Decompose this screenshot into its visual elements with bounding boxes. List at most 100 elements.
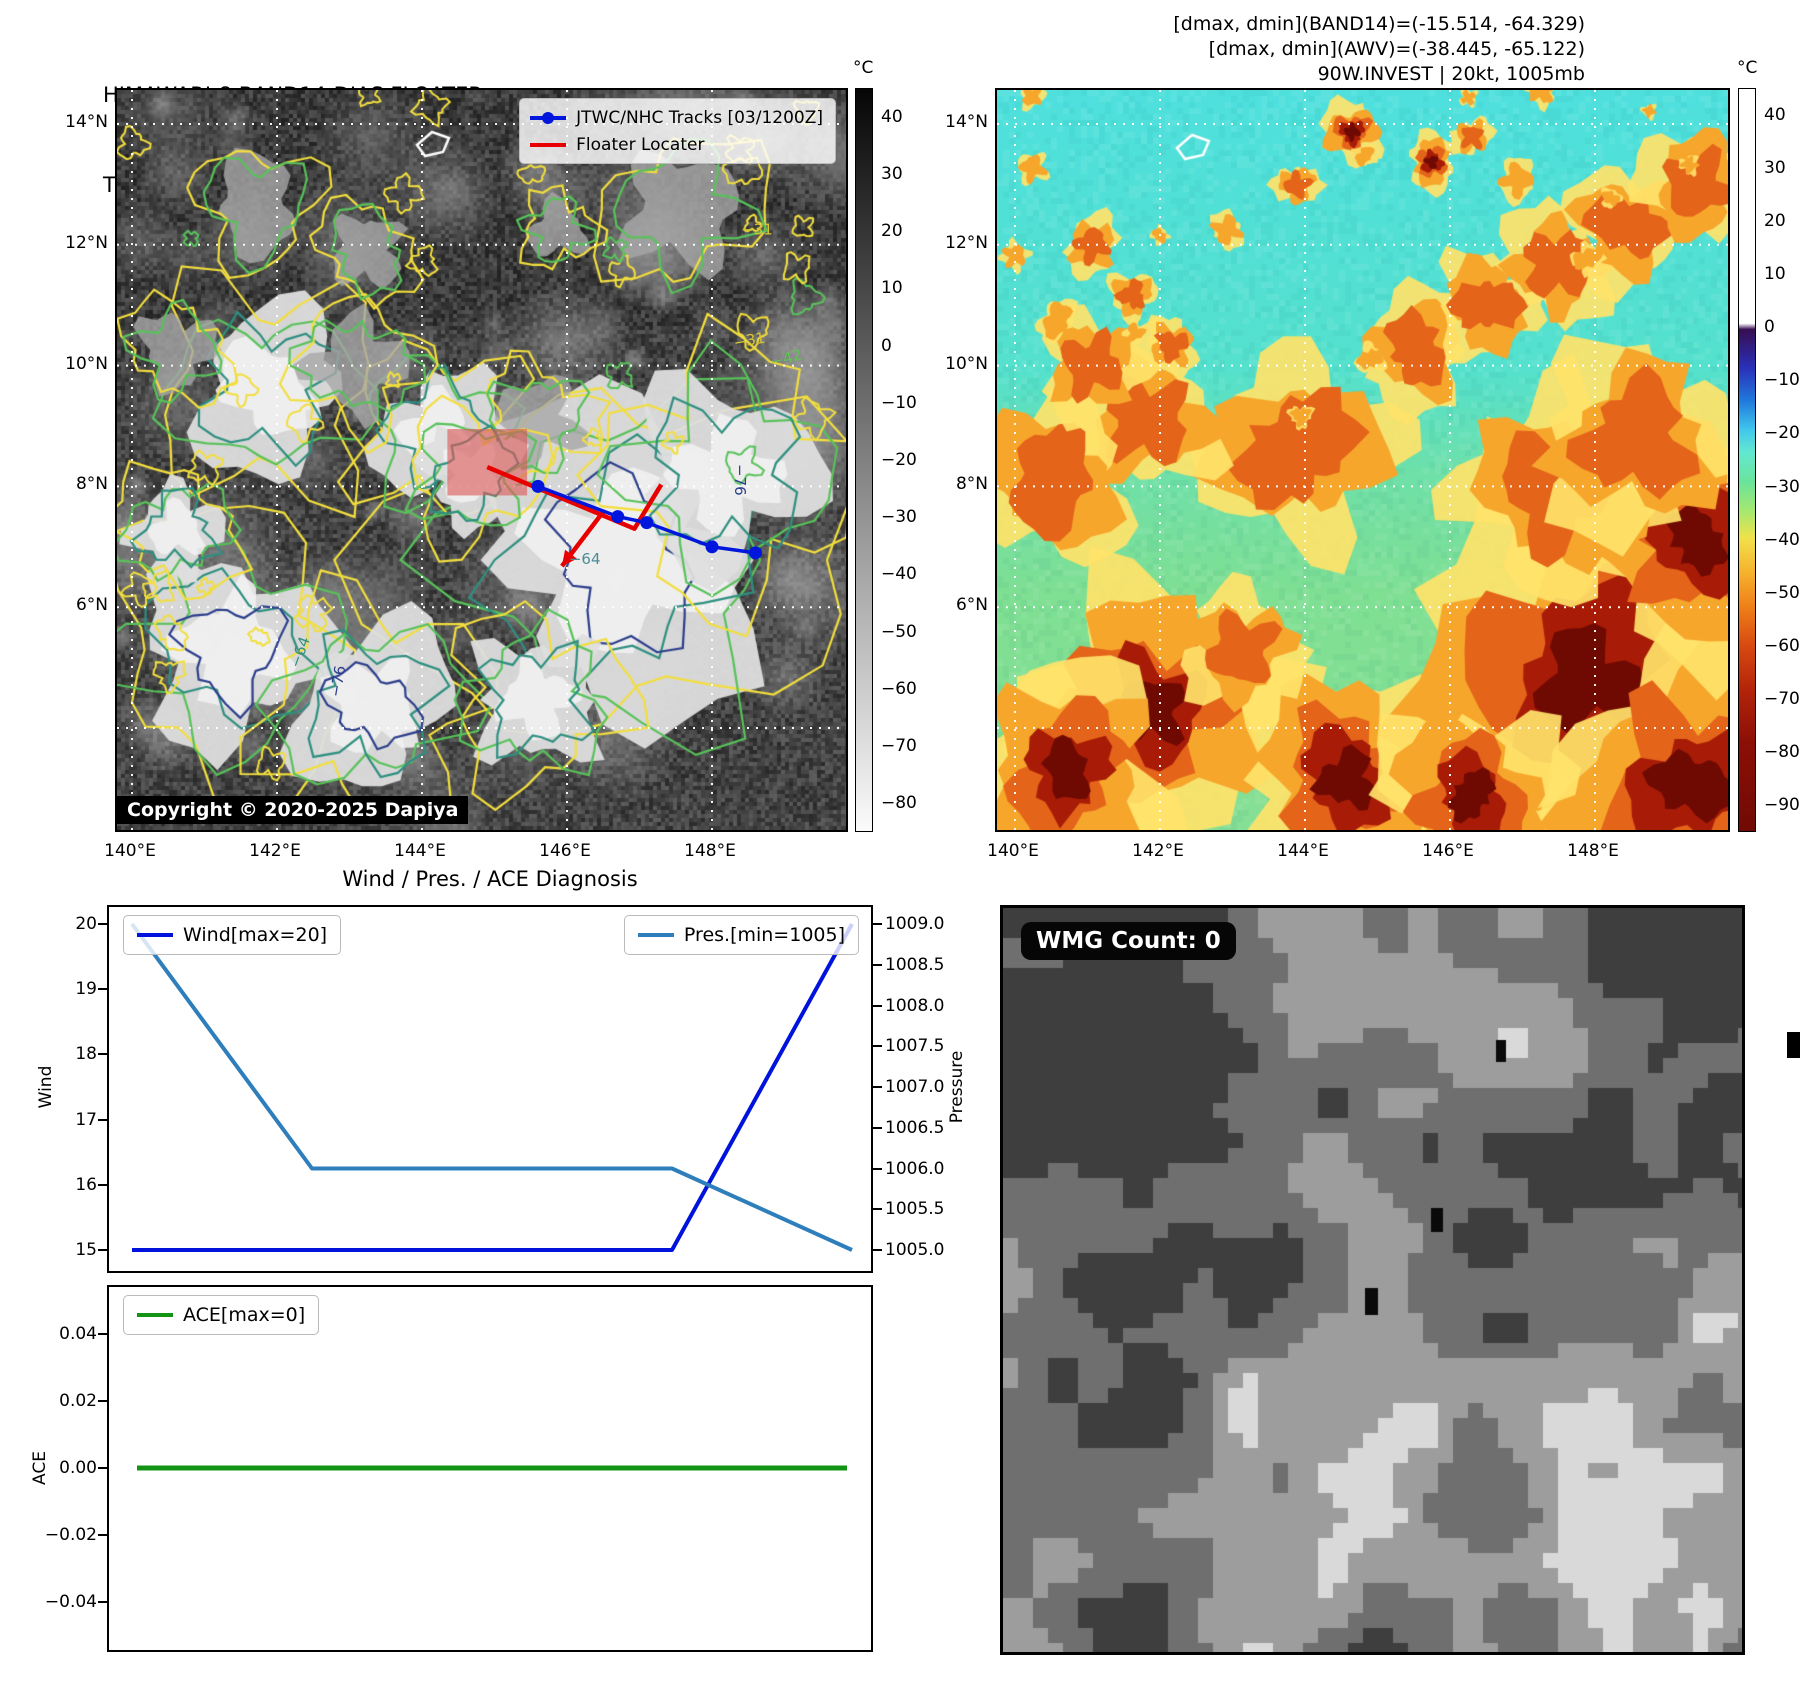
awv-colorbar-tick: −10 bbox=[1764, 370, 1800, 391]
awv-info-awv: [dmax, dmin](AWV)=(-38.445, -65.122) bbox=[1208, 38, 1585, 60]
svg-text:−76: −76 bbox=[326, 664, 349, 698]
pressure-tick-mark bbox=[873, 1004, 882, 1007]
band14-colorbar-tick: −20 bbox=[881, 450, 917, 470]
ace-tick-mark bbox=[98, 1534, 107, 1536]
lat-tick-label: 6°N bbox=[75, 595, 108, 616]
artifact-mark bbox=[1787, 1032, 1800, 1058]
band14-colorbar-tick: −80 bbox=[881, 793, 917, 814]
pressure-tick-label: 1007.0 bbox=[885, 1077, 945, 1097]
awv-colorbar-tick: −40 bbox=[1764, 529, 1800, 550]
band14-colorbar-tick: −30 bbox=[881, 507, 917, 528]
lon-tick-label: 142°E bbox=[1132, 841, 1184, 861]
awv-info-invest: 90W.INVEST | 20kt, 1005mb bbox=[1317, 63, 1585, 85]
legend-floater-label: Floater Locater bbox=[576, 134, 705, 155]
wind-tick-label: 17 bbox=[75, 1109, 97, 1130]
wind-legend-label: Wind[max=20] bbox=[183, 924, 328, 946]
awv-colorbar-tick: −60 bbox=[1764, 636, 1800, 656]
awv-colorbar-tick: 10 bbox=[1764, 264, 1786, 284]
awv-colorbar bbox=[1738, 88, 1756, 832]
lon-tick-label: 140°E bbox=[104, 841, 156, 861]
band14-colorbar-unit: °C bbox=[853, 58, 874, 78]
lon-tick-label: 144°E bbox=[394, 841, 446, 861]
ace-tick-mark bbox=[98, 1467, 107, 1469]
svg-text:−76: −76 bbox=[731, 464, 749, 496]
wind-tick-mark bbox=[98, 923, 107, 925]
band14-legend: JTWC/NHC Tracks [03/1200Z] Floater Locat… bbox=[519, 98, 836, 164]
wind-tick-label: 15 bbox=[75, 1240, 97, 1260]
awv-color-image bbox=[997, 90, 1728, 830]
wind-tick-label: 20 bbox=[75, 914, 97, 934]
ace-line-icon bbox=[137, 1313, 173, 1317]
wind-tick-label: 16 bbox=[75, 1174, 97, 1195]
ace-tick-mark bbox=[98, 1400, 107, 1402]
band14-colorbar-tick: −60 bbox=[881, 678, 917, 699]
wind-tick-mark bbox=[98, 1249, 107, 1251]
ace-tick-label: 0.02 bbox=[59, 1391, 97, 1411]
lon-tick-label: 144°E bbox=[1277, 841, 1329, 861]
lon-tick-label: 146°E bbox=[539, 841, 591, 861]
pressure-tick-mark bbox=[873, 1249, 882, 1251]
lon-tick-label: 140°E bbox=[987, 841, 1039, 861]
pressure-tick-label: 1007.5 bbox=[885, 1036, 945, 1057]
band14-colorbar-tick: 10 bbox=[881, 278, 903, 299]
band14-map-panel: −31 −31 −42 −76 −64 −64 −76 JTWC/NHC Tracks [0… bbox=[115, 88, 848, 832]
band14-colorbar-tick: −70 bbox=[881, 736, 917, 757]
pressure-tick-mark bbox=[873, 1045, 882, 1048]
ace-axis-title: ACE bbox=[30, 1451, 50, 1485]
wmg-map-panel: WMG Count: 0 bbox=[1000, 905, 1745, 1655]
pressure-tick-mark bbox=[873, 1208, 882, 1211]
wind-legend: Wind[max=20] bbox=[123, 915, 342, 955]
band14-colorbar-tick: 40 bbox=[881, 106, 903, 127]
copyright-badge: Copyright © 2020-2025 Dapiya bbox=[117, 796, 469, 824]
band14-colorbar-tick: 30 bbox=[881, 163, 903, 184]
lat-tick-label: 6°N bbox=[955, 595, 988, 616]
awv-colorbar-tick: 40 bbox=[1764, 104, 1786, 125]
awv-map-panel bbox=[995, 88, 1730, 832]
track-line-icon bbox=[530, 111, 567, 124]
pressure-tick-mark bbox=[873, 1086, 882, 1088]
awv-colorbar-tick: −90 bbox=[1764, 795, 1800, 816]
awv-info-band14: [dmax, dmin](BAND14)=(-15.514, -64.329) bbox=[1173, 13, 1585, 35]
awv-colorbar-tick: −20 bbox=[1764, 423, 1800, 444]
pressure-tick-mark bbox=[873, 1167, 882, 1170]
awv-colorbar-tick: 20 bbox=[1764, 210, 1786, 231]
track-dot-icon bbox=[542, 111, 555, 124]
svg-text:−42: −42 bbox=[769, 345, 804, 371]
pressure-tick-label: 1005.0 bbox=[885, 1240, 945, 1260]
lat-tick-label: 14°N bbox=[65, 112, 108, 132]
pressure-legend: Pres.[min=1005] bbox=[623, 915, 859, 955]
band14-colorbar-tick: −40 bbox=[881, 564, 917, 585]
band14-colorbar bbox=[855, 88, 873, 832]
lat-tick-label: 10°N bbox=[945, 353, 988, 374]
lon-tick-label: 142°E bbox=[249, 841, 301, 861]
wind-pressure-chart: Wind[max=20] Pres.[min=1005] bbox=[107, 905, 873, 1273]
legend-row-track: JTWC/NHC Tracks [03/1200Z] bbox=[530, 104, 823, 131]
diagnosis-chart-title: Wind / Pres. / ACE Diagnosis bbox=[342, 867, 638, 891]
pressure-tick-mark bbox=[873, 963, 882, 966]
lat-tick-label: 10°N bbox=[65, 353, 108, 374]
wind-line-icon bbox=[137, 933, 173, 937]
pressure-tick-mark bbox=[873, 923, 882, 925]
lon-tick-label: 148°E bbox=[1567, 841, 1619, 861]
awv-colorbar-tick: −30 bbox=[1764, 476, 1800, 497]
ace-tick-label: −0.02 bbox=[44, 1525, 97, 1545]
ace-tick-label: 0.00 bbox=[59, 1458, 97, 1478]
svg-text:−31: −31 bbox=[741, 220, 773, 238]
wind-tick-label: 19 bbox=[75, 979, 97, 1000]
pressure-tick-label: 1006.5 bbox=[885, 1117, 945, 1138]
band14-colorbar-tick: 20 bbox=[881, 221, 903, 242]
svg-text:−31: −31 bbox=[732, 329, 766, 352]
awv-colorbar-tick: 30 bbox=[1764, 157, 1786, 178]
ace-tick-label: 0.04 bbox=[59, 1324, 97, 1344]
wmg-count-badge: WMG Count: 0 bbox=[1021, 922, 1236, 960]
awv-colorbar-tick: −80 bbox=[1764, 742, 1800, 763]
pressure-tick-label: 1005.5 bbox=[885, 1199, 945, 1220]
wind-axis-title: Wind bbox=[36, 1065, 56, 1109]
wind-tick-mark bbox=[98, 988, 107, 991]
floater-line-icon bbox=[530, 142, 567, 147]
awv-colorbar-unit: °C bbox=[1737, 58, 1758, 78]
lat-tick-label: 8°N bbox=[955, 474, 988, 495]
pressure-tick-mark bbox=[873, 1126, 882, 1129]
awv-colorbar-tick: −50 bbox=[1764, 582, 1800, 603]
